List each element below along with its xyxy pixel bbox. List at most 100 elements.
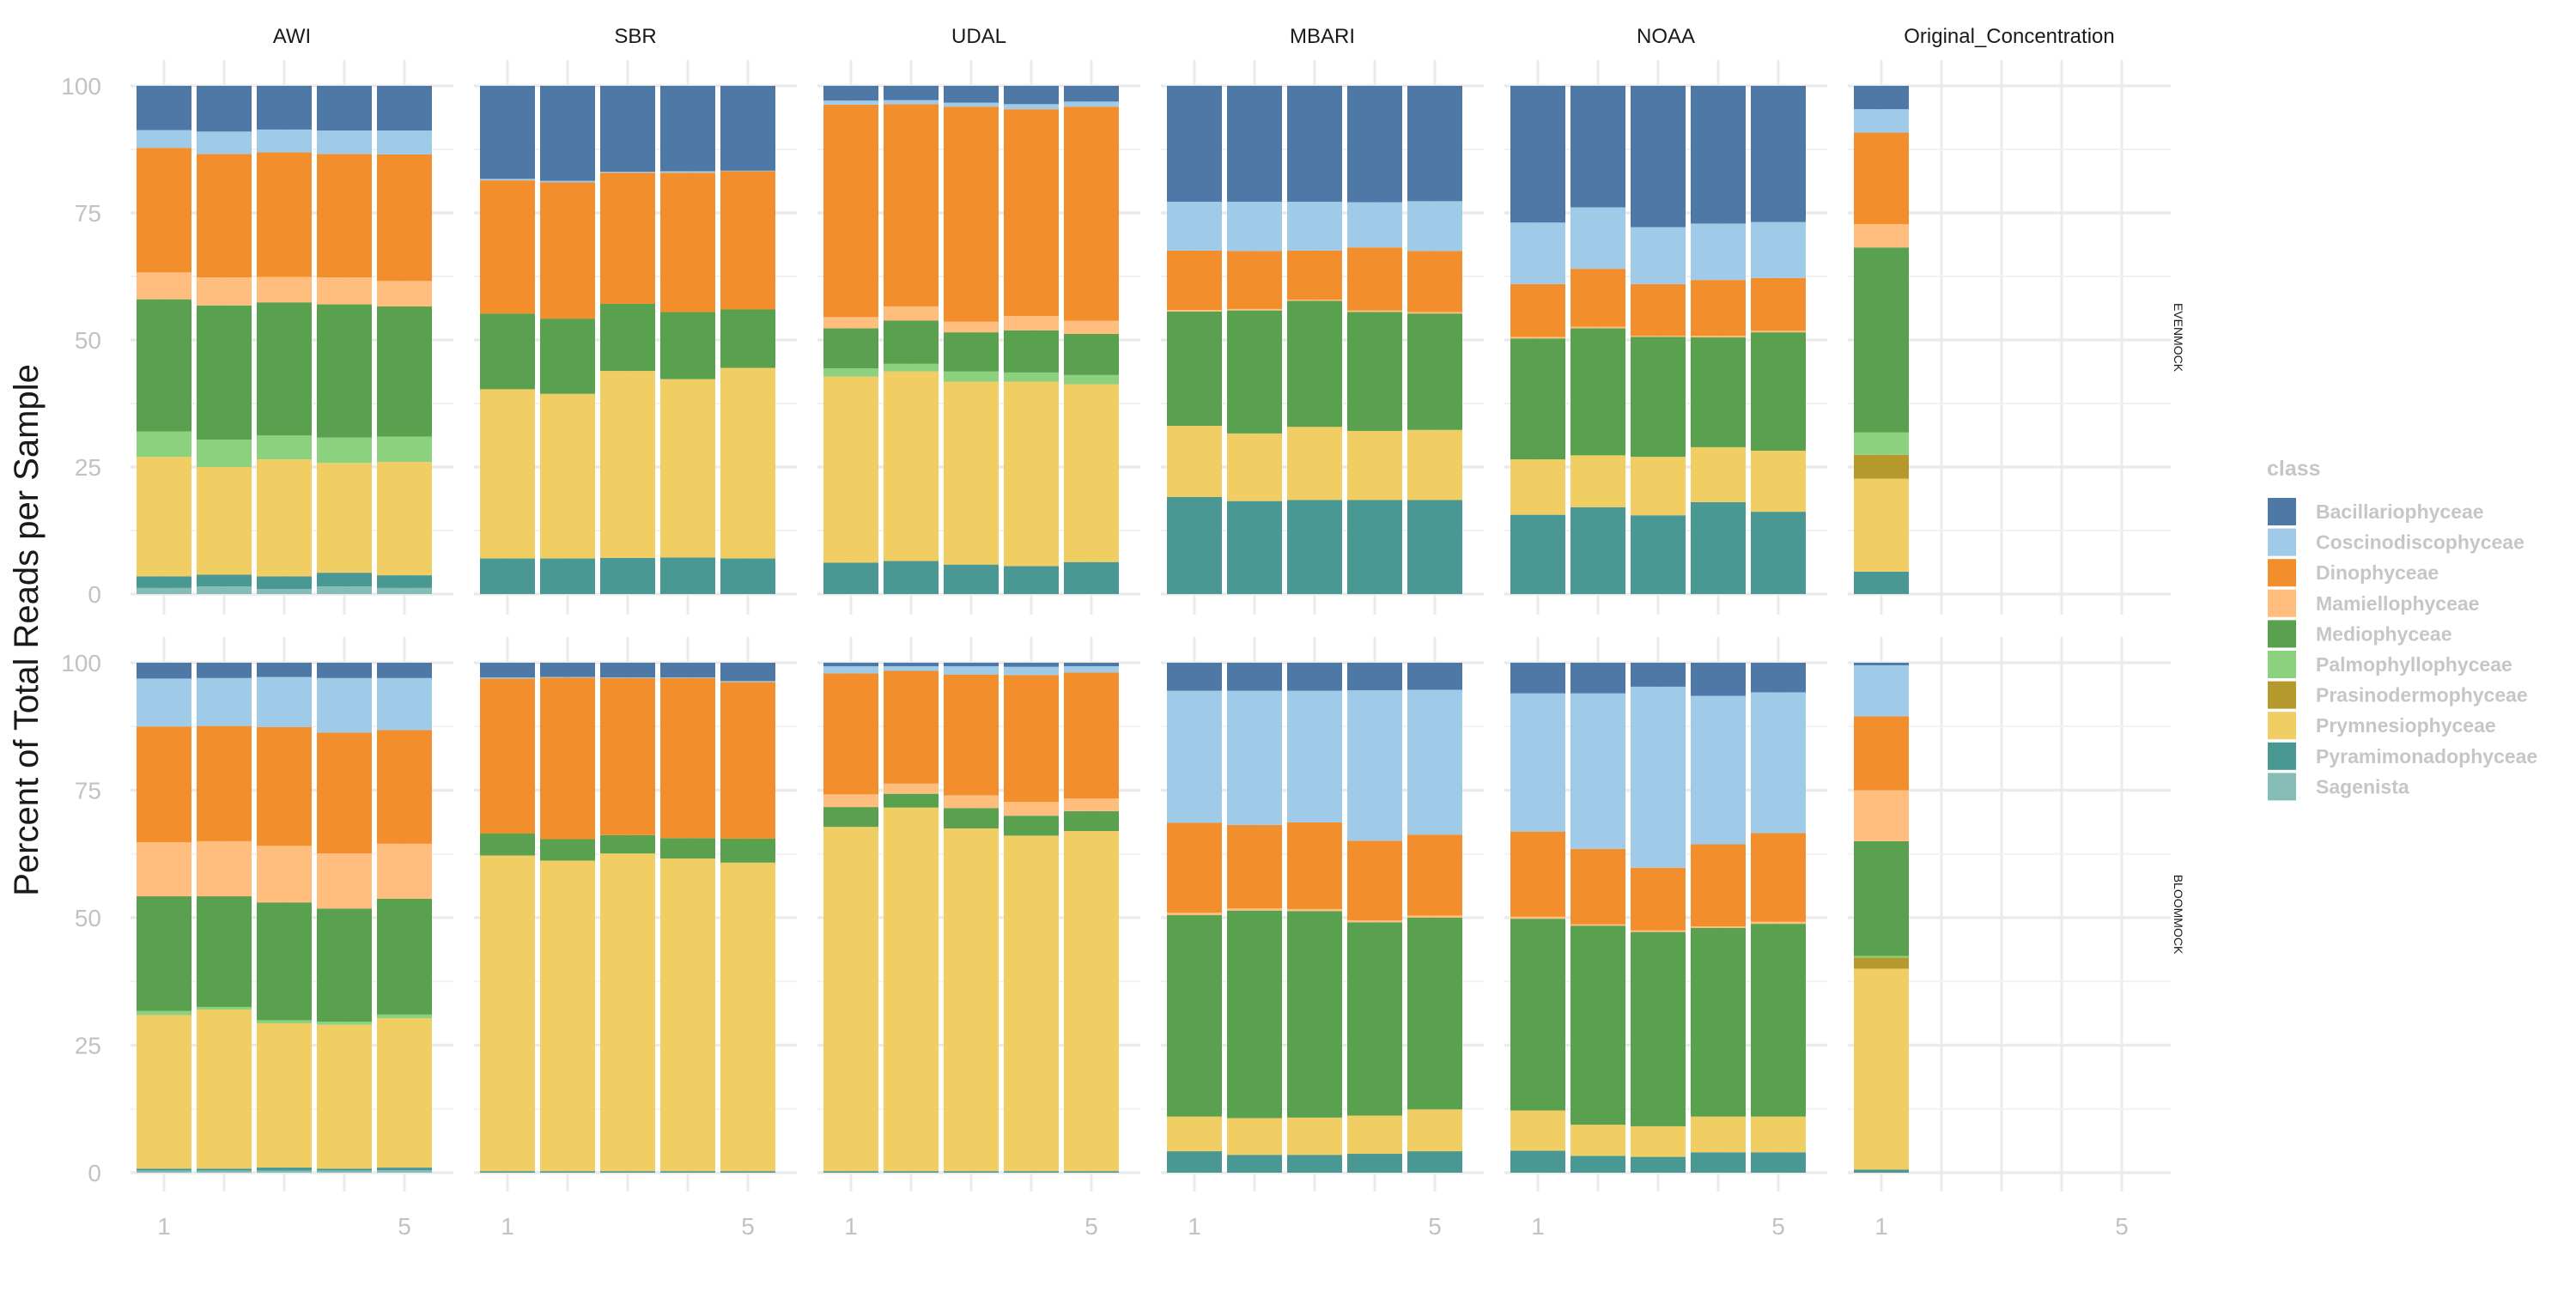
bar-segment-palmophyllophyceae bbox=[944, 371, 999, 382]
bar-segment-bacillariophyceae bbox=[197, 86, 252, 132]
bar-segment-pyramimonadophyceae bbox=[1004, 1171, 1059, 1173]
bar-segment-prymnesiophyceae bbox=[1691, 1116, 1746, 1153]
bar-segment-bacillariophyceae bbox=[1064, 86, 1119, 102]
bar-segment-mediophyceae bbox=[884, 320, 939, 364]
bar-segment-prymnesiophyceae bbox=[1064, 831, 1119, 1172]
bar-segment-pyramimonadophyceae bbox=[600, 1171, 655, 1173]
bar-segment-bacillariophyceae bbox=[137, 663, 191, 679]
bar-segment-coscinodiscophyceae bbox=[377, 677, 432, 731]
bar-segment-pyramimonadophyceae bbox=[1510, 1150, 1565, 1173]
bar-segment-mamiellophyceae bbox=[377, 843, 432, 900]
bar-segment-sagenista bbox=[257, 589, 312, 594]
bar-segment-pyramimonadophyceae bbox=[197, 1168, 252, 1171]
bar-segment-bacillariophyceae bbox=[1691, 86, 1746, 224]
bar-segment-coscinodiscophyceae bbox=[884, 100, 939, 105]
bar-segment-prymnesiophyceae bbox=[944, 381, 999, 565]
bar-segment-dinophyceae bbox=[1347, 247, 1402, 311]
bar-segment-bacillariophyceae bbox=[1407, 663, 1462, 690]
bar-segment-bacillariophyceae bbox=[1751, 663, 1806, 693]
bar-segment-mamiellophyceae bbox=[1631, 930, 1686, 932]
bar-segment-pyramimonadophyceae bbox=[1691, 501, 1746, 594]
bar-segment-mediophyceae bbox=[1510, 919, 1565, 1111]
bar-segment-mediophyceae bbox=[1407, 918, 1462, 1110]
bar-segment-coscinodiscophyceae bbox=[197, 677, 252, 726]
bar-segment-mediophyceae bbox=[1347, 922, 1402, 1116]
bar-segment-prymnesiophyceae bbox=[1004, 835, 1059, 1172]
bar-segment-dinophyceae bbox=[377, 154, 432, 282]
bar-segment-mediophyceae bbox=[944, 332, 999, 372]
bar-segment-coscinodiscophyceae bbox=[823, 100, 878, 105]
bar-segment-coscinodiscophyceae bbox=[660, 171, 715, 173]
bar-segment-bacillariophyceae bbox=[540, 663, 595, 677]
bar-segment-prymnesiophyceae bbox=[540, 393, 595, 559]
bar-segment-dinophyceae bbox=[1287, 822, 1342, 909]
bar-segment-prymnesiophyceae bbox=[317, 463, 372, 573]
facet-row-label: BLOOMMOCK bbox=[2172, 875, 2185, 955]
bar-segment-palmophyllophyceae bbox=[1004, 372, 1059, 382]
bar-segment-prymnesiophyceae bbox=[197, 1009, 252, 1169]
bar-segment-bacillariophyceae bbox=[1347, 663, 1402, 691]
bar-segment-bacillariophyceae bbox=[823, 86, 878, 101]
bar-segment-mediophyceae bbox=[1691, 337, 1746, 447]
bar-segment-mamiellophyceae bbox=[884, 783, 939, 794]
x-tick-label: 1 bbox=[1188, 1213, 1201, 1240]
bar-segment-prymnesiophyceae bbox=[197, 467, 252, 575]
bar-segment-coscinodiscophyceae bbox=[1510, 693, 1565, 832]
bar-segment-prymnesiophyceae bbox=[1167, 426, 1222, 497]
bar-segment-prymnesiophyceae bbox=[377, 1018, 432, 1168]
bar-segment-pyramimonadophyceae bbox=[944, 1171, 999, 1173]
bar-segment-coscinodiscophyceae bbox=[944, 666, 999, 675]
bar-segment-coscinodiscophyceae bbox=[1064, 666, 1119, 673]
bar-segment-mediophyceae bbox=[317, 908, 372, 1022]
legend-label: Prasinodermophyceae bbox=[2316, 684, 2528, 707]
bar-segment-mamiellophyceae bbox=[137, 842, 191, 897]
bar-segment-prymnesiophyceae bbox=[1571, 1125, 1625, 1156]
bar-segment-dinophyceae bbox=[480, 678, 535, 834]
bar-segment-mediophyceae bbox=[660, 838, 715, 859]
bar-segment-bacillariophyceae bbox=[1004, 663, 1059, 667]
bar-segment-prymnesiophyceae bbox=[823, 376, 878, 563]
bar-segment-mediophyceae bbox=[377, 899, 432, 1015]
bar-segment-prymnesiophyceae bbox=[600, 853, 655, 1172]
bar-segment-pyramimonadophyceae bbox=[257, 576, 312, 590]
bar-segment-pyramimonadophyceae bbox=[884, 561, 939, 594]
bar-segment-mamiellophyceae bbox=[1347, 310, 1402, 312]
bar-segment-dinophyceae bbox=[600, 677, 655, 835]
bar-segment-dinophyceae bbox=[317, 732, 372, 854]
bar-segment-dinophyceae bbox=[1004, 109, 1059, 317]
bar-segment-mediophyceae bbox=[944, 808, 999, 829]
bar-segment-pyramimonadophyceae bbox=[1854, 571, 1909, 594]
bar-segment-prasinodermophyceae bbox=[1854, 454, 1909, 479]
bar-segment-prymnesiophyceae bbox=[1631, 1125, 1686, 1157]
bar-segment-coscinodiscophyceae bbox=[540, 180, 595, 183]
bar-segment-bacillariophyceae bbox=[1854, 86, 1909, 110]
facet-column-label: Original_Concentration bbox=[1904, 25, 2114, 48]
bar-segment-pyramimonadophyceae bbox=[1631, 515, 1686, 594]
bar-segment-mamiellophyceae bbox=[197, 277, 252, 306]
bar-segment-prymnesiophyceae bbox=[1227, 1118, 1282, 1156]
bar-segment-dinophyceae bbox=[884, 670, 939, 784]
bar-segment-prymnesiophyceae bbox=[1167, 1116, 1222, 1152]
bar-segment-dinophyceae bbox=[1751, 277, 1806, 331]
legend-swatch bbox=[2268, 651, 2296, 678]
legend-label: Prymnesiophyceae bbox=[2316, 714, 2496, 737]
bar-segment-mamiellophyceae bbox=[1004, 316, 1059, 331]
x-tick-label: 1 bbox=[501, 1213, 514, 1240]
bar-segment-mediophyceae bbox=[1510, 338, 1565, 460]
bar-segment-dinophyceae bbox=[1631, 867, 1686, 931]
bar-segment-bacillariophyceae bbox=[944, 86, 999, 103]
facet-column-label: SBR bbox=[614, 25, 656, 48]
legend-label: Sagenista bbox=[2316, 775, 2409, 798]
bar-segment-dinophyceae bbox=[1064, 106, 1119, 321]
bar-segment-pyramimonadophyceae bbox=[1287, 1155, 1342, 1173]
bar-segment-palmophyllophyceae bbox=[377, 436, 432, 463]
bar-segment-dinophyceae bbox=[1064, 672, 1119, 799]
bar-segment-mamiellophyceae bbox=[1407, 312, 1462, 314]
bar-segment-coscinodiscophyceae bbox=[884, 666, 939, 671]
bar-segment-mediophyceae bbox=[137, 299, 191, 432]
bar-segment-prymnesiophyceae bbox=[1510, 459, 1565, 515]
legend-swatch bbox=[2268, 712, 2296, 740]
bar-segment-prymnesiophyceae bbox=[720, 367, 775, 559]
bar-segment-mediophyceae bbox=[197, 305, 252, 440]
